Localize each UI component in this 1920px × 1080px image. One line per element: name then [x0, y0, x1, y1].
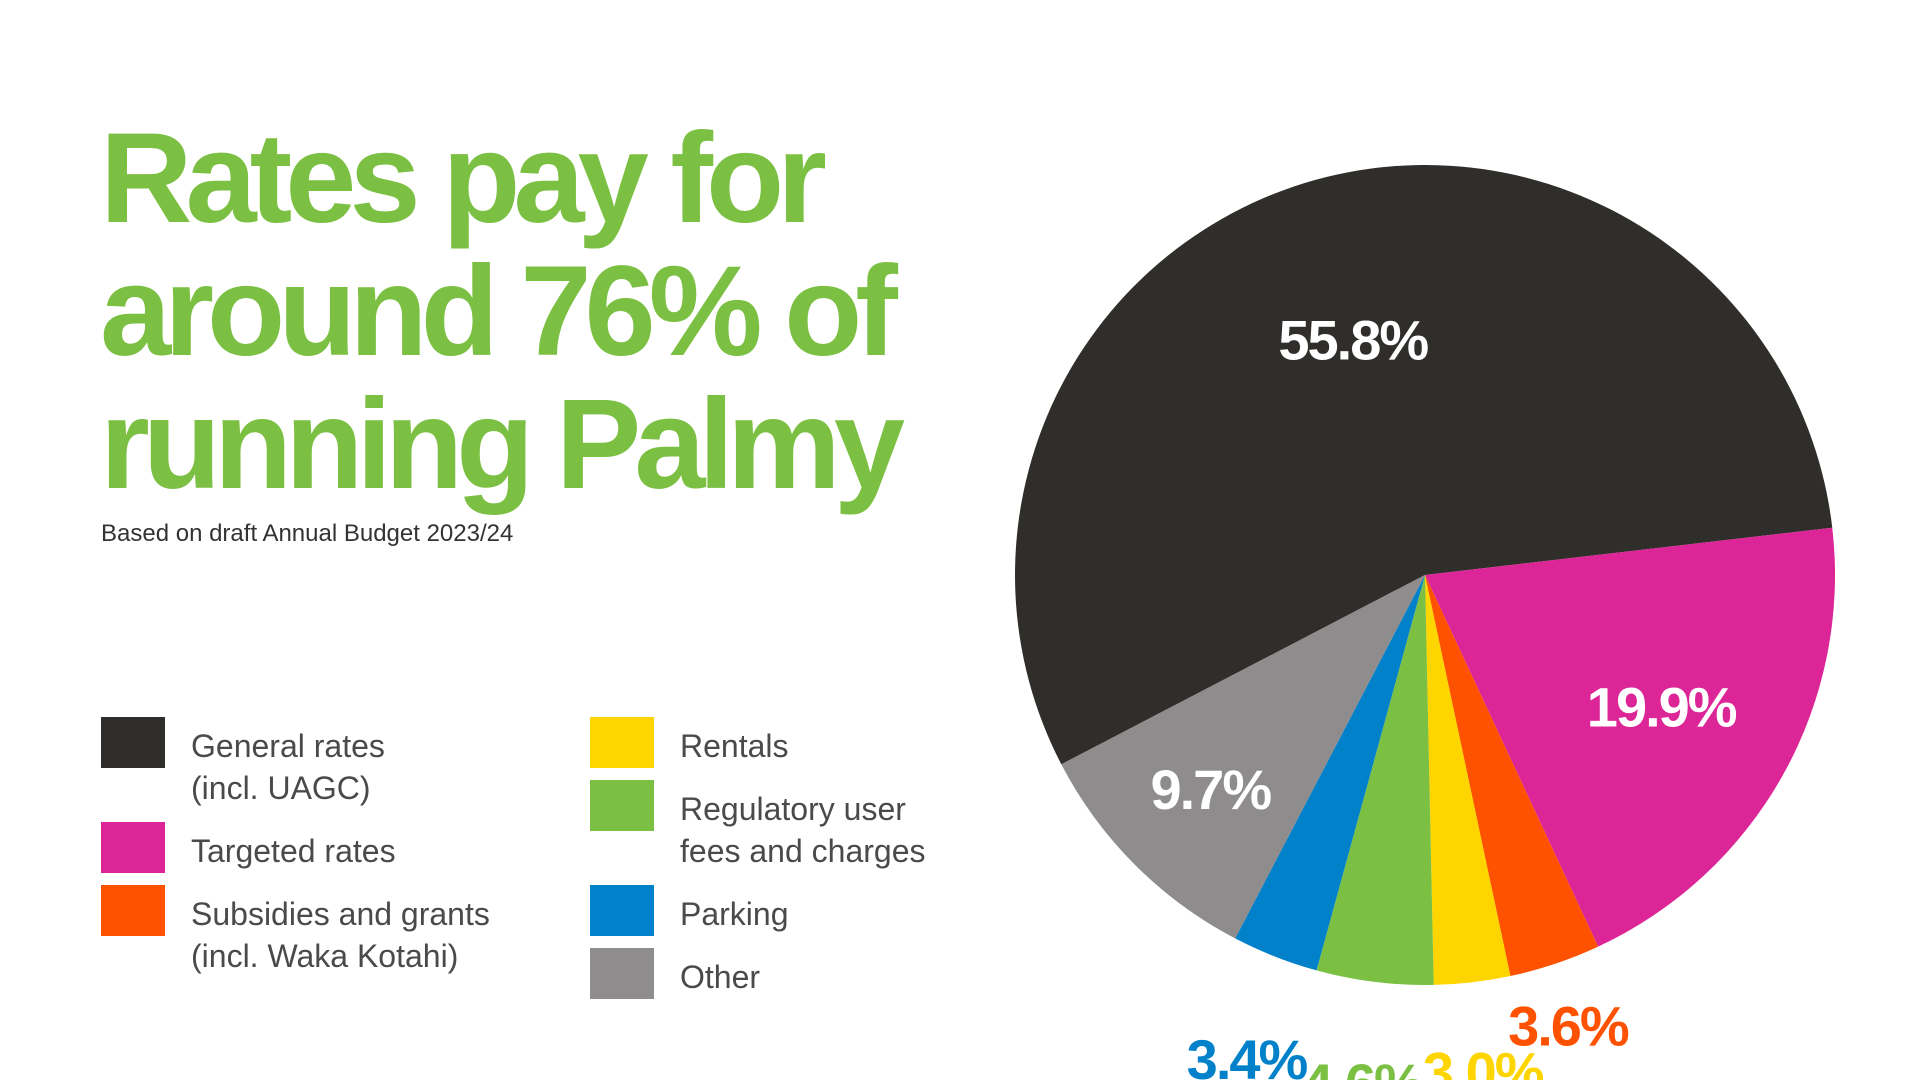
legend-swatch-targeted-rates: [101, 822, 165, 873]
pie-labels: 55.8% 19.9% 3.6%3.0%4.6%3.4% 9.7%: [1150, 308, 1738, 1080]
legend-label-other: Other: [680, 959, 761, 995]
legend-swatch-rentals: [590, 717, 654, 768]
legend-item-other: Other: [590, 948, 760, 999]
pie-label-parking: 3.4%: [1187, 1028, 1308, 1080]
pie-slices: [1015, 165, 1836, 986]
legend-item-parking: Parking: [590, 885, 789, 936]
pie-label-general: 55.8%: [1278, 308, 1428, 371]
pie-label-regulatory: 4.6%: [1302, 1052, 1423, 1080]
legend-label-targeted-rates: Targeted rates: [191, 833, 396, 869]
pie-slice-other: [1061, 575, 1425, 939]
legend-item-regulatory-fees: Regulatory user fees and charges: [590, 780, 926, 872]
legend-item-subsidies-grants: Subsidies and grants (incl. Waka Kotahi): [101, 885, 490, 977]
pie-slice-regulatory: [1316, 575, 1434, 986]
pie-label-subsidies: 3.6%: [1508, 995, 1629, 1058]
title-line-1: Rates pay for: [100, 107, 827, 250]
legend-swatch-other: [590, 948, 654, 999]
subtitle: Based on draft Annual Budget 2023/24: [101, 520, 514, 547]
pie-label-rentals: 3.0%: [1423, 1040, 1544, 1080]
legend-swatch-general-rates: [101, 717, 165, 768]
legend-label-general-rates: General rates (incl. UAGC): [191, 728, 385, 806]
title-line-2: around 76% of: [100, 240, 898, 383]
pie-label-targeted: 19.9%: [1587, 676, 1737, 739]
legend-swatch-regulatory-fees: [590, 780, 654, 831]
pie-slice-targeted: [1425, 527, 1836, 947]
pie-slice-parking: [1235, 575, 1425, 971]
pie-slice-subsidies: [1425, 575, 1599, 977]
legend-item-rentals: Rentals: [590, 717, 789, 768]
legend-label-subsidies-grants: Subsidies and grants (incl. Waka Kotahi): [191, 896, 490, 974]
page-title: Rates pay for around 76% of running Palm…: [100, 112, 920, 511]
legend-label-rentals: Rentals: [680, 728, 789, 764]
title-line-3: running Palmy: [100, 373, 905, 516]
pie-slice-general: [1015, 165, 1833, 765]
legend-swatch-parking: [590, 885, 654, 936]
legend-label-regulatory-fees: Regulatory user fees and charges: [680, 791, 926, 869]
legend-label-parking: Parking: [680, 896, 789, 932]
pie-label-other: 9.7%: [1150, 758, 1271, 821]
legend-swatch-subsidies-grants: [101, 885, 165, 936]
legend-item-general-rates: General rates (incl. UAGC): [101, 717, 385, 809]
legend-item-targeted-rates: Targeted rates: [101, 822, 396, 873]
pie-slice-rentals: [1425, 575, 1511, 985]
